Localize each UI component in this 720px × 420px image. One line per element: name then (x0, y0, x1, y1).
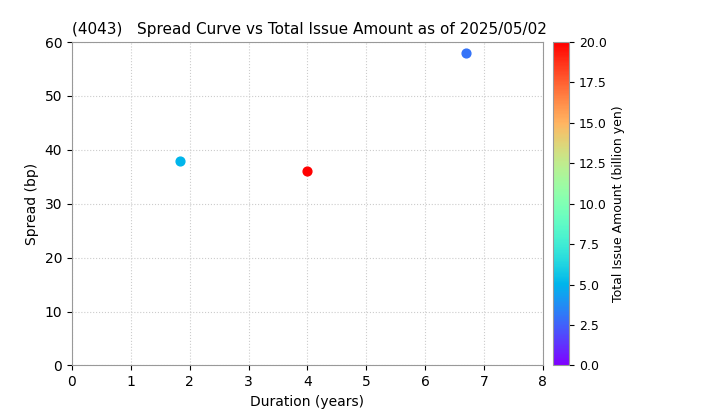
Point (461, 50, 472, 56)
Y-axis label: Spread (bp): Spread (bp) (25, 163, 39, 245)
X-axis label: Duration (years): Duration (years) (251, 395, 364, 409)
Point (174, 157, 186, 164)
Y-axis label: Total Issue Amount (billion yen): Total Issue Amount (billion yen) (612, 105, 625, 302)
Point (302, 168, 313, 175)
Text: (4043)   Spread Curve vs Total Issue Amount as of 2025/05/02: (4043) Spread Curve vs Total Issue Amoun… (72, 22, 547, 37)
